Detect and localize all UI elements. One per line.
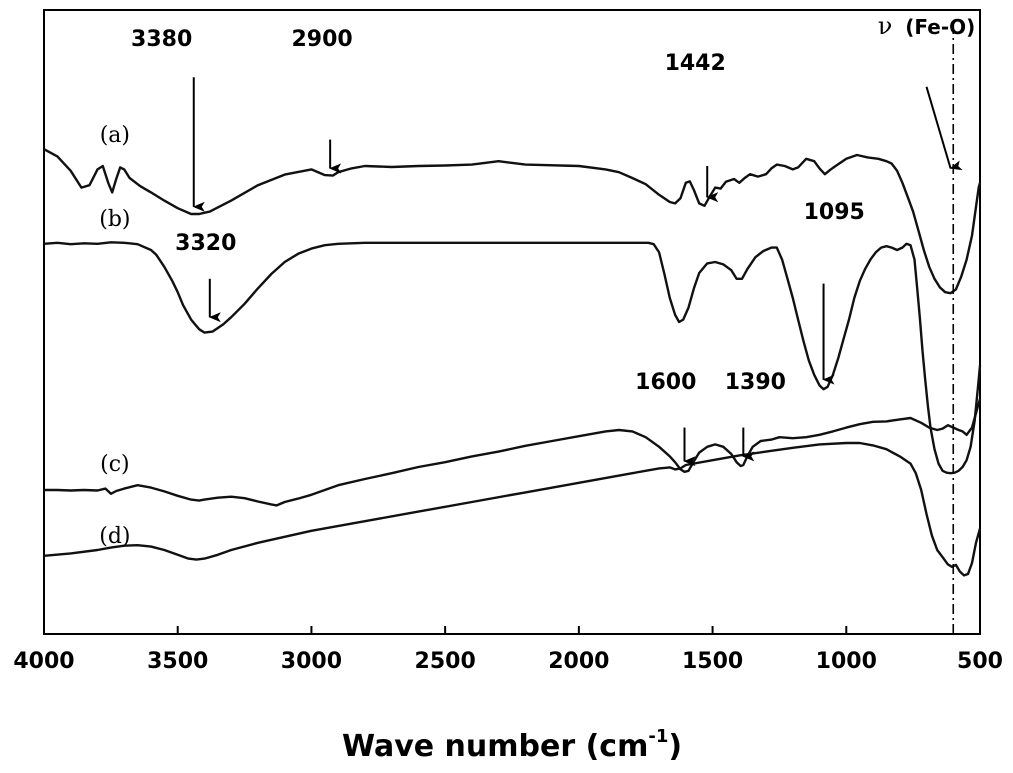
series-label-2: (b): [99, 207, 130, 232]
x-tick-label-2000: 2000: [548, 649, 609, 674]
peak-label-2900: 2900: [292, 27, 353, 52]
series-labels-group: (a) (b) (c) (d): [99, 123, 130, 549]
x-axis-title-sup: -1: [648, 726, 668, 747]
x-tick-label-2500: 2500: [415, 649, 476, 674]
series-line-3: [44, 398, 982, 507]
fe-o-arrow: [925, 86, 963, 171]
peak-label-1095: 1095: [804, 200, 865, 225]
series-line-1: [43, 148, 982, 295]
x-tick-label-4000: 4000: [13, 649, 74, 674]
peak-label-3320: 3320: [175, 231, 236, 256]
series-line-2: [43, 241, 982, 475]
series-label-4: (d): [99, 524, 130, 549]
x-tick-label-500: 500: [957, 649, 1003, 674]
x-axis-title-tail: ): [668, 729, 682, 764]
x-tick-label-1500: 1500: [682, 649, 743, 674]
fe-o-label: ν (Fe-O): [878, 12, 976, 40]
x-axis-title-main: Wave number (cm: [342, 729, 648, 764]
x-tick-label-1000: 1000: [816, 649, 877, 674]
x-tick-label-3500: 3500: [147, 649, 208, 674]
series-label-1: (a): [100, 123, 130, 148]
plot-frame: [43, 9, 981, 635]
x-ticks-group: 4000 3500 3000 2500 2000 1500 1000 500: [13, 626, 1003, 674]
peak-annotations-group: 3380 2900 1442 3320 1095 1600 1390: [131, 27, 865, 467]
nu-symbol: ν: [878, 12, 893, 40]
peak-label-1390: 1390: [725, 370, 786, 395]
series-label-3: (c): [100, 452, 130, 477]
peak-label-1442: 1442: [665, 51, 726, 76]
peak-label-3380: 3380: [131, 27, 192, 52]
x-axis-title: Wave number (cm-1): [342, 726, 682, 764]
series-line-4: [43, 441, 982, 577]
fe-o-text: (Fe-O): [905, 15, 975, 39]
fe-o-reference-group: [925, 24, 963, 634]
peak-label-1600: 1600: [635, 370, 696, 395]
x-tick-label-3000: 3000: [281, 649, 342, 674]
